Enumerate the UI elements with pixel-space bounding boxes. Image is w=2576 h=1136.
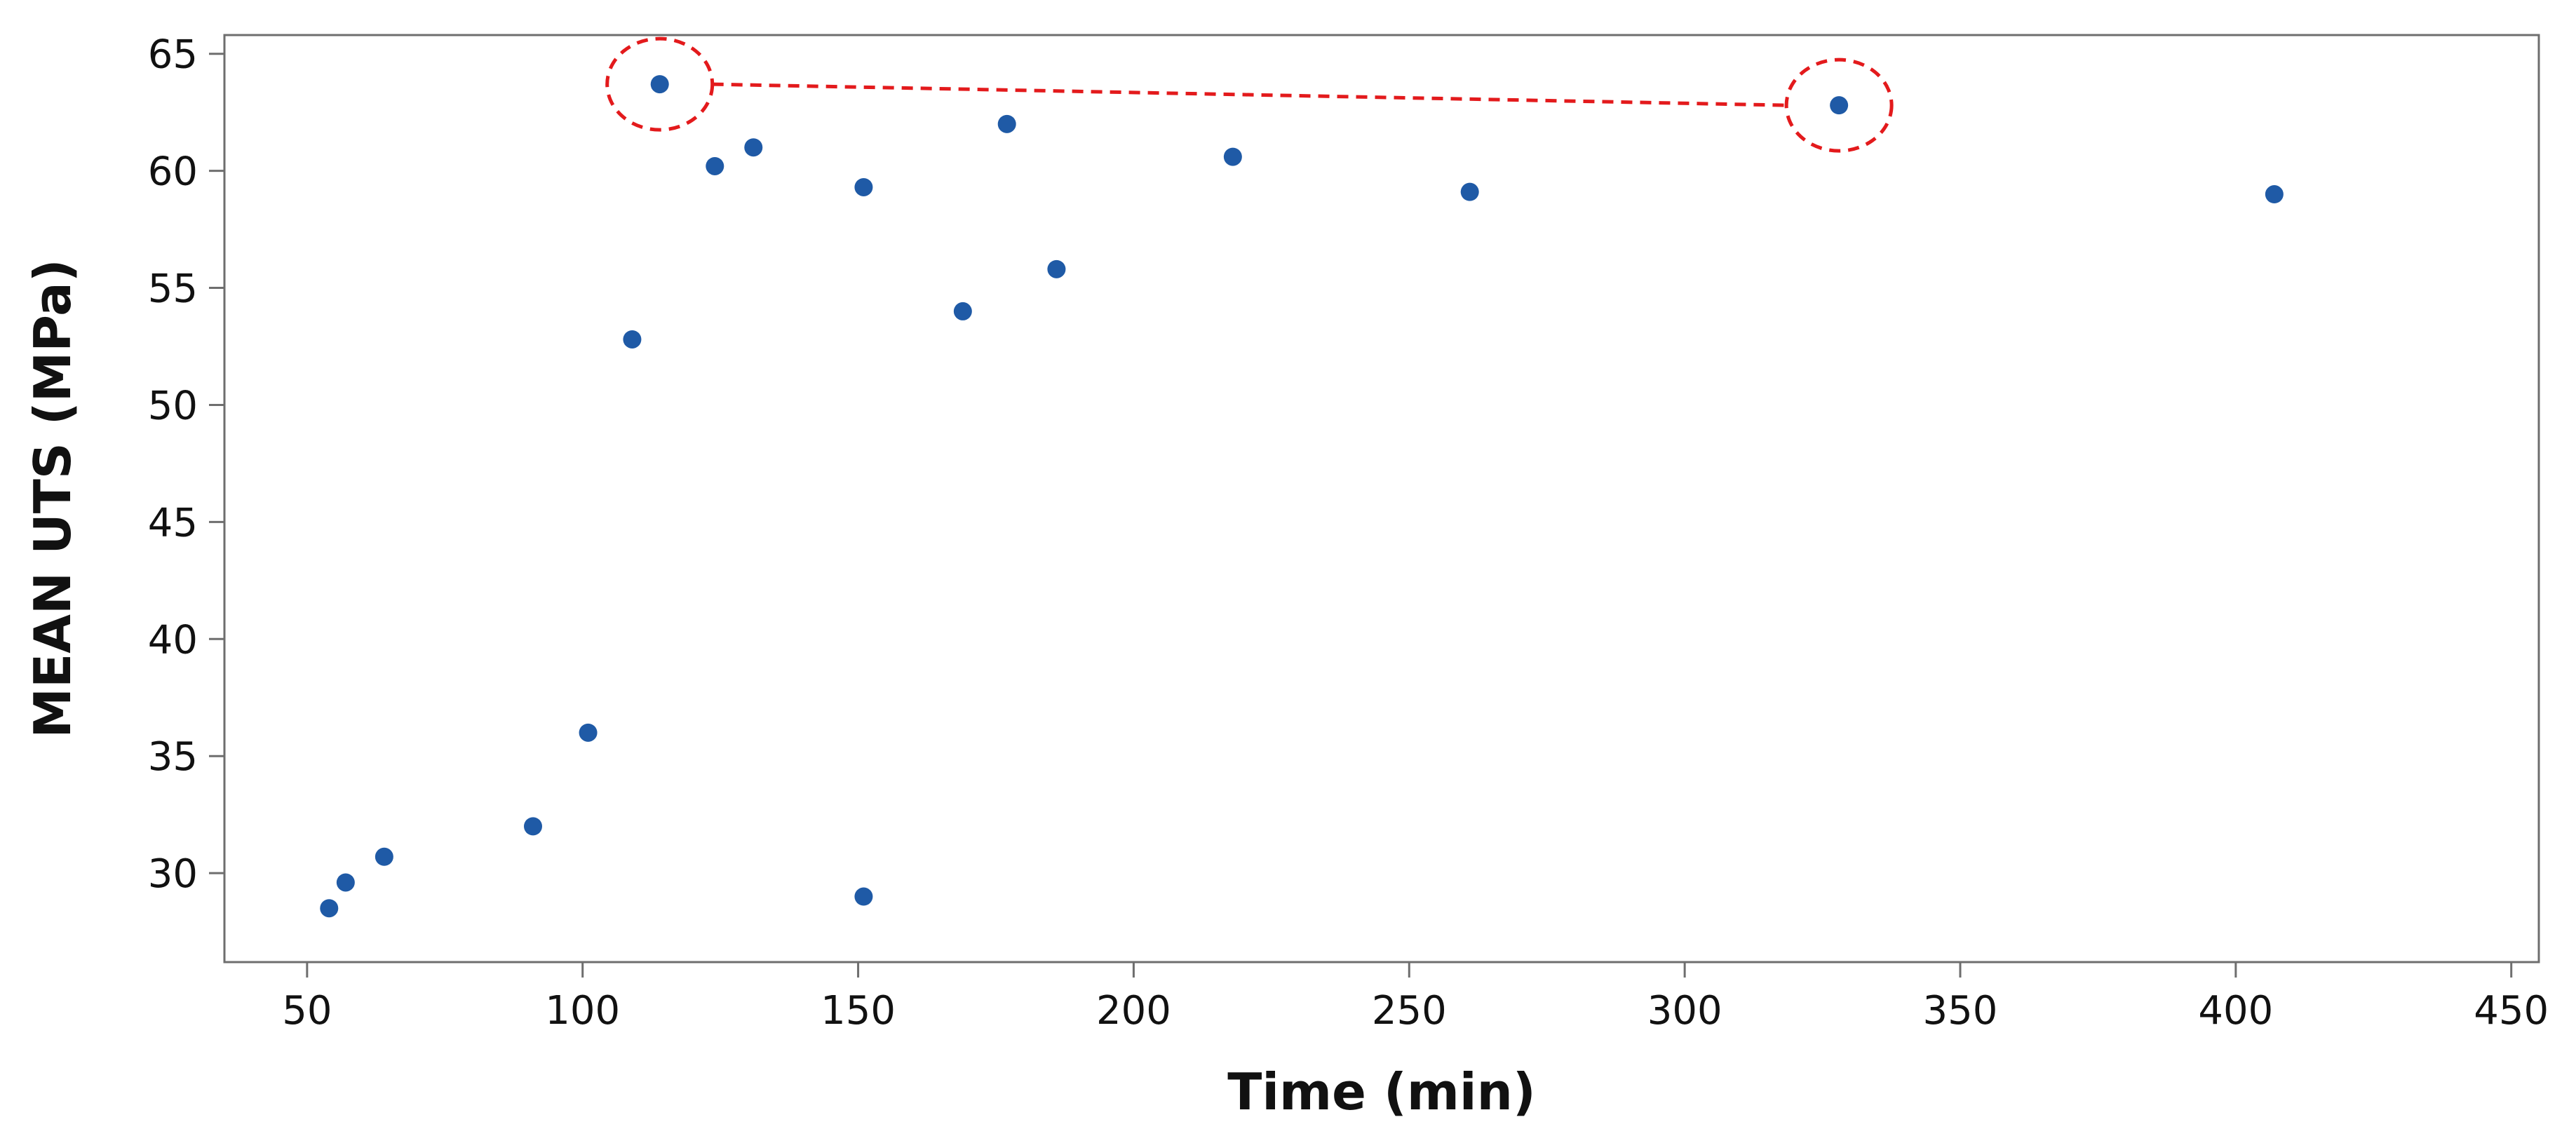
data-point	[524, 817, 542, 836]
x-tick-label: 350	[1923, 988, 1998, 1034]
y-tick-label: 60	[148, 149, 198, 195]
y-tick-label: 40	[148, 617, 198, 663]
data-point	[1830, 96, 1849, 115]
data-point	[1223, 147, 1242, 166]
x-tick-label: 50	[282, 988, 332, 1034]
dashed-connector-line	[712, 82, 1787, 107]
y-tick-label: 45	[148, 500, 198, 546]
x-tick-label: 150	[821, 988, 896, 1034]
data-points	[320, 75, 2284, 918]
data-point	[1047, 259, 1066, 278]
plot-area-frame	[223, 34, 2540, 963]
data-point	[1460, 182, 1479, 201]
data-point	[579, 723, 598, 742]
annotations	[605, 36, 1894, 153]
x-axis-ticks: 50 100 150 200 250 300 350 400 450	[282, 962, 2549, 1034]
data-point	[375, 847, 393, 866]
data-point	[320, 899, 339, 918]
y-tick-label: 50	[148, 383, 198, 428]
x-axis-title: Time (min)	[1227, 1062, 1536, 1121]
y-tick-label: 30	[148, 851, 198, 897]
x-tick-label: 100	[545, 988, 620, 1034]
data-point	[953, 302, 972, 320]
x-tick-label: 250	[1372, 988, 1447, 1034]
data-point	[854, 177, 873, 196]
data-point	[336, 873, 355, 892]
data-point	[997, 114, 1016, 133]
y-axis-title: MEAN UTS (MPa)	[23, 259, 82, 738]
x-tick-label: 400	[2198, 988, 2273, 1034]
data-point	[2265, 185, 2284, 204]
y-tick-label: 55	[148, 266, 198, 312]
data-point	[854, 887, 873, 906]
data-point	[744, 138, 763, 157]
data-point	[706, 156, 724, 175]
data-point	[650, 75, 669, 94]
x-tick-label: 200	[1096, 988, 1171, 1034]
y-axis-ticks: 30 35 40 45 50 55 60 65	[148, 32, 224, 897]
data-point	[623, 330, 642, 349]
y-tick-label: 65	[148, 32, 198, 78]
highlight-circle-right	[1784, 58, 1894, 153]
y-tick-label: 35	[148, 734, 198, 780]
x-tick-label: 450	[2474, 988, 2549, 1034]
x-tick-label: 300	[1647, 988, 1722, 1034]
